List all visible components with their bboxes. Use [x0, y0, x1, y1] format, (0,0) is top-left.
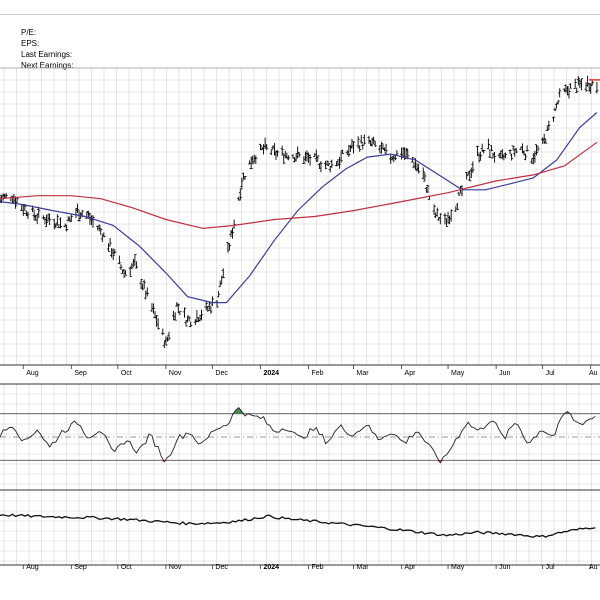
last-earnings-label: Last Earnings:	[21, 50, 73, 59]
x-axis-tick-label: Aug	[26, 564, 39, 571]
x-axis-tick-label: Nov	[169, 370, 182, 377]
x-axis-tick-label: Oct	[121, 564, 132, 571]
x-axis-tick-label: Dec	[215, 564, 228, 571]
x-axis-tick-label: Sep	[74, 370, 87, 377]
x-axis-tick-label: Feb	[312, 564, 324, 571]
x-axis-tick-label: Jun	[499, 564, 510, 571]
pe-label: P/E:	[21, 28, 37, 37]
x-axis-tick-label: Sep	[74, 564, 87, 571]
x-axis-tick-label: Apr	[405, 370, 417, 377]
x-axis-tick-label: May	[451, 564, 465, 571]
x-axis-tick-label: Mar	[356, 370, 369, 377]
x-axis-tick-label: Feb	[312, 370, 324, 377]
x-axis-tick-label: Apr	[405, 564, 417, 571]
x-axis-tick-label: Jun	[499, 370, 510, 377]
lower-indicator-line	[0, 513, 596, 538]
moving-average-short-line	[0, 112, 598, 304]
x-axis-tick-label: Au	[589, 370, 598, 377]
oscillator-overbought-fill	[235, 407, 239, 414]
oscillator-line	[0, 407, 596, 464]
oscillator-panel	[0, 383, 600, 491]
x-axis-tick-label: Jul	[546, 370, 555, 377]
next-earnings-label: Next Earnings:	[21, 61, 74, 70]
x-axis-tick-label: Aug	[26, 370, 39, 377]
x-axis-tick-label: 2024	[263, 370, 279, 377]
info-panel: P/E: EPS: Last Earnings: Next Earnings:	[21, 27, 73, 71]
x-axis-tick-label: May	[451, 370, 465, 377]
lower-panel: Aug Sep Oct Nov Dec 2024 Feb Mar Apr May Jun Jul Au	[0, 491, 600, 571]
x-axis-tick-label: Au	[589, 564, 598, 571]
x-axis-tick-label: 2024	[263, 564, 279, 571]
x-axis-tick-label: Mar	[356, 564, 369, 571]
moving-average-long-line	[0, 141, 598, 230]
price-panel: Aug Sep Oct Nov Dec 2024 Feb Mar Apr May Jun Jul Au	[0, 67, 600, 377]
x-axis-tick-label: Dec	[215, 370, 228, 377]
top-divider	[0, 14, 600, 15]
eps-label: EPS:	[21, 39, 40, 48]
x-axis-tick-label: Oct	[121, 370, 132, 377]
x-axis-tick-label: Jul	[546, 564, 555, 571]
x-axis-tick-label: Nov	[169, 564, 182, 571]
